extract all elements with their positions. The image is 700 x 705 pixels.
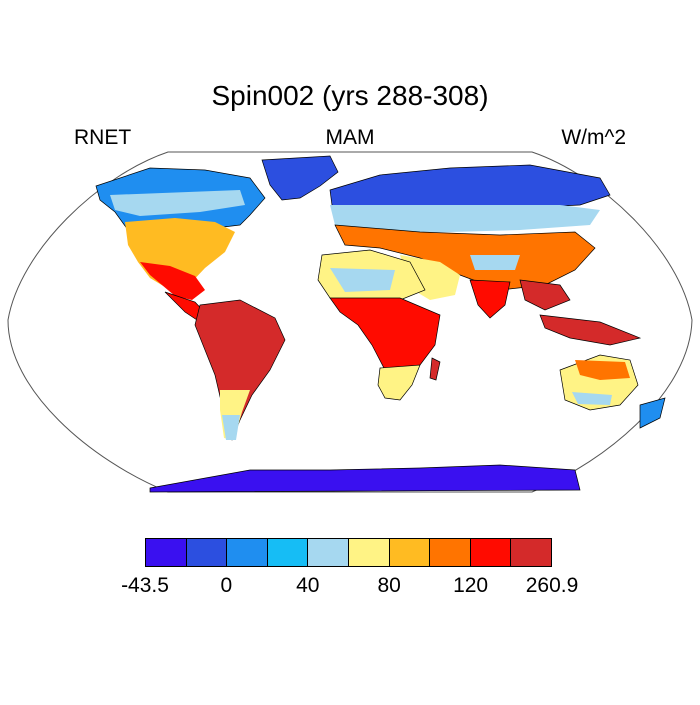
colorbar-tick-label: 0 [220, 574, 233, 597]
colorbar-box-0 [146, 539, 187, 566]
north-america-south [140, 262, 205, 300]
colorbar-tick-label: 40 [296, 574, 320, 597]
units-label: W/m^2 [561, 126, 626, 149]
colorbar-box-4 [308, 539, 349, 566]
patagonia [222, 415, 240, 440]
colorbar-box-5 [348, 539, 390, 566]
season-label: MAM [325, 126, 375, 149]
colorbar-box-9 [511, 539, 551, 566]
southeast-asia [519, 279, 571, 311]
variable-label: RNET [74, 126, 132, 149]
indonesia [539, 314, 642, 346]
colorbar-box-1 [186, 539, 228, 566]
colorbar-box-8 [470, 539, 512, 566]
colorbar-tick-label: -43.5 [121, 574, 169, 597]
colorbar-tick-label: 120 [453, 574, 489, 597]
tibet [470, 255, 520, 270]
colorbar-box-3 [267, 539, 309, 566]
new-zealand [639, 397, 666, 429]
india [469, 279, 511, 319]
plot-title: Spin002 (yrs 288-308) [211, 80, 489, 111]
australia-south [572, 392, 612, 405]
australia-north [575, 360, 630, 380]
colorbar-tick-label: 80 [377, 574, 401, 597]
colorbar-tick-label: 260.9 [525, 574, 579, 597]
colorbar-box-7 [430, 539, 471, 566]
africa-sahara [330, 268, 395, 292]
madagascar [429, 357, 441, 381]
colorbar-box-2 [227, 539, 268, 566]
antarctica [149, 464, 581, 493]
africa-south [377, 364, 421, 401]
colorbar [145, 538, 552, 567]
colorbar-box-6 [389, 539, 431, 566]
eurasia-boreal [330, 205, 600, 232]
greenland [261, 155, 339, 201]
canada-band [110, 190, 245, 216]
